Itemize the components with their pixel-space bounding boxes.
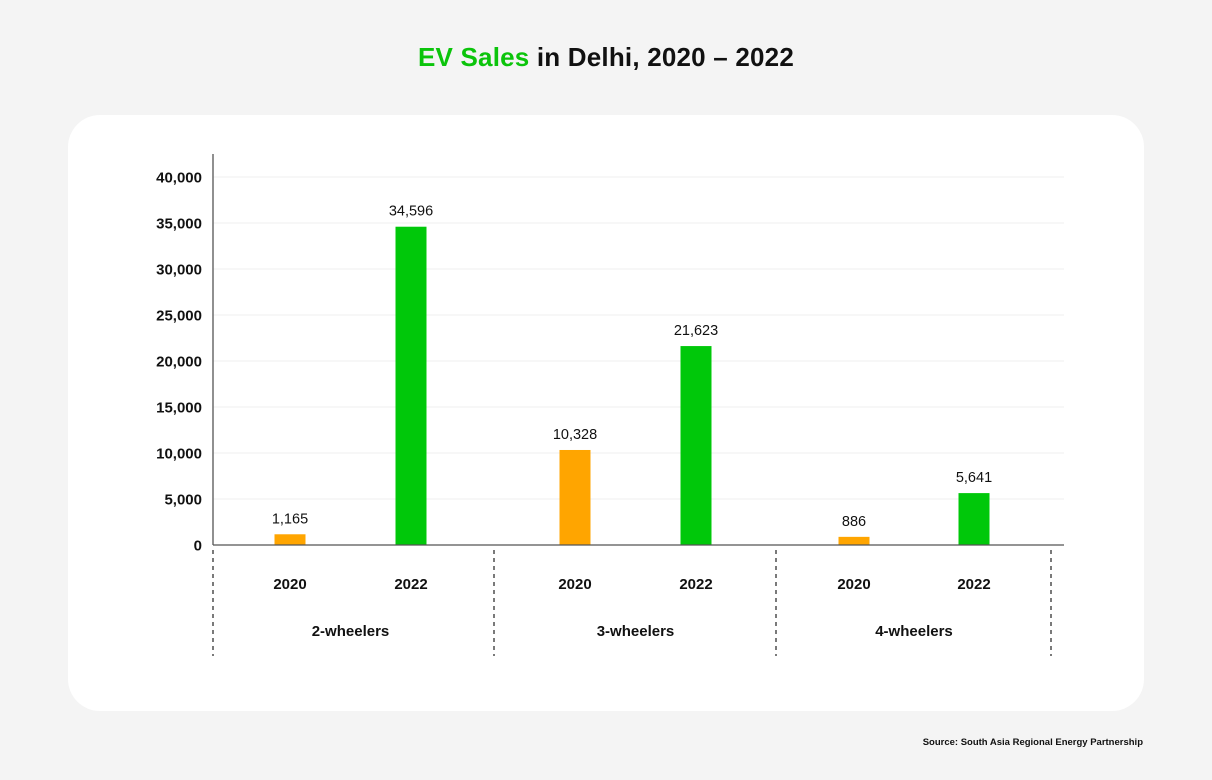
x-subcategory-label: 2020 bbox=[837, 576, 870, 593]
chart-title-highlight: EV Sales bbox=[417, 42, 530, 72]
chart-title-rest: in Delhi, 2020 – 2022 bbox=[529, 42, 794, 72]
bar-4-wheelers-2022 bbox=[958, 493, 990, 545]
bar-3-wheelers-2020 bbox=[559, 449, 591, 545]
bars bbox=[274, 226, 990, 545]
bar-2-wheelers-2022 bbox=[395, 226, 427, 545]
y-tick-label: 0 bbox=[194, 538, 202, 555]
data-label: 5,641 bbox=[956, 470, 992, 486]
data-label: 21,623 bbox=[674, 323, 718, 339]
x-subcategory-label: 2022 bbox=[957, 576, 990, 593]
y-tick-label: 35,000 bbox=[156, 216, 202, 233]
y-axis-ticks: 0 5,000 10,000 15,000 20,000 25,000 30,000 35,0… bbox=[156, 170, 202, 555]
x-subcategory-label: 2020 bbox=[273, 576, 306, 593]
data-label: 34,596 bbox=[389, 204, 433, 220]
x-subcategory-label: 2022 bbox=[679, 576, 712, 593]
x-subcategory-label: 2022 bbox=[394, 576, 427, 593]
x-axis-labels: 2020 2022 2-wheelers 2020 2022 3-wheelers 2020… bbox=[212, 550, 1052, 656]
data-labels: 1,165 34,596 10,328 21,623 886 5,641 bbox=[272, 204, 992, 530]
y-tick-label: 15,000 bbox=[156, 400, 202, 417]
y-tick-label: 10,000 bbox=[156, 446, 202, 463]
bar-2-wheelers-2020 bbox=[274, 534, 306, 545]
x-category-label: 4-wheelers bbox=[875, 623, 953, 640]
x-category-label: 3-wheelers bbox=[597, 623, 675, 640]
data-label: 886 bbox=[842, 514, 866, 530]
y-tick-label: 5,000 bbox=[164, 492, 202, 509]
y-tick-label: 30,000 bbox=[156, 262, 202, 279]
bar-3-wheelers-2022 bbox=[680, 346, 712, 545]
y-tick-label: 20,000 bbox=[156, 354, 202, 371]
data-label: 1,165 bbox=[272, 511, 308, 527]
data-label: 10,328 bbox=[553, 427, 597, 443]
source-note: Source: South Asia Regional Energy Partn… bbox=[922, 737, 1143, 748]
gridlines bbox=[213, 176, 1064, 500]
chart-title: EV Sales in Delhi, 2020 – 2022 bbox=[0, 42, 1212, 73]
y-tick-label: 25,000 bbox=[156, 308, 202, 325]
x-category-label: 2-wheelers bbox=[312, 623, 390, 640]
bar-4-wheelers-2020 bbox=[838, 536, 870, 545]
chart-card bbox=[68, 115, 1144, 711]
x-subcategory-label: 2020 bbox=[558, 576, 591, 593]
y-tick-label: 40,000 bbox=[156, 170, 202, 187]
